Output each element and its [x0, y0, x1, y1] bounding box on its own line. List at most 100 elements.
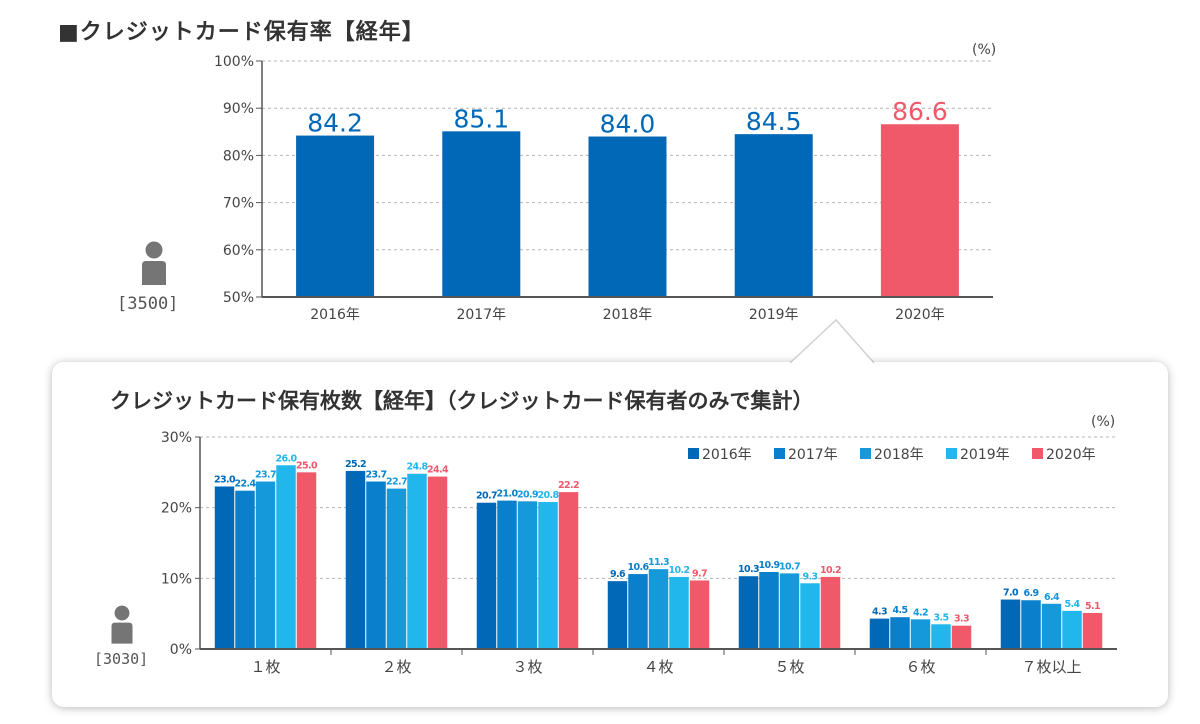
- bar-2019年-３枚: [538, 502, 558, 649]
- x-tick-label: １枚: [250, 658, 280, 676]
- bar-2016年-１枚: [214, 486, 235, 649]
- value-label: 3.3: [954, 614, 969, 625]
- value-label: 10.2: [668, 565, 689, 576]
- value-label: 10.7: [779, 561, 800, 572]
- x-tick-label: 2018年: [603, 307, 653, 323]
- value-label: 10.6: [627, 562, 649, 573]
- value-label: 24.4: [427, 465, 449, 476]
- bar-2018年-４枚: [648, 569, 669, 649]
- y-tick-label: 70%: [223, 196, 254, 212]
- value-label: 5.1: [1085, 601, 1100, 612]
- sample-size-chart1: [3500]: [117, 294, 179, 314]
- value-label: 4.3: [872, 607, 887, 618]
- value-label: 20.8: [537, 490, 559, 501]
- y-tick-label: 60%: [223, 243, 254, 259]
- legend-label: 2020年: [1046, 447, 1096, 463]
- value-label: 25.0: [296, 460, 318, 471]
- bar-2020年-５枚: [820, 576, 841, 649]
- person-icon: [142, 241, 166, 285]
- y-tick-label: 50%: [223, 290, 254, 306]
- value-label: 22.4: [234, 479, 256, 490]
- bar-2017年-３枚: [497, 500, 517, 649]
- x-tick-label: 2016年: [310, 307, 360, 323]
- legend-swatch: [946, 448, 957, 459]
- value-label: 23.7: [365, 470, 386, 481]
- bar-2017年-５枚: [759, 571, 779, 649]
- callout-pointer: [789, 318, 875, 364]
- bar-2019年-６枚: [931, 624, 951, 649]
- bar-2018年-６枚: [910, 619, 931, 649]
- x-tick-label: 2020年: [895, 307, 945, 323]
- bar-2017年-４枚: [628, 574, 648, 649]
- bar-2016年: [296, 135, 375, 297]
- unit-label-chart1: (%): [972, 42, 997, 58]
- x-tick-label: ６枚: [905, 658, 935, 676]
- bar-2019年-１枚: [276, 465, 296, 649]
- value-label: 23.0: [214, 474, 236, 485]
- value-label: 5.4: [1064, 599, 1080, 610]
- bar-2019年-４枚: [669, 576, 689, 649]
- value-label: 9.3: [802, 571, 817, 582]
- bar-2017年: [442, 131, 521, 297]
- bar-2018年: [588, 136, 667, 297]
- legend-label: 2019年: [960, 447, 1010, 463]
- value-label: 10.2: [820, 565, 841, 576]
- bar-2016年-４枚: [607, 581, 628, 649]
- value-label: 10.9: [758, 560, 779, 571]
- bar-2020年-６枚: [951, 625, 972, 649]
- y-tick-label: 0%: [170, 642, 192, 658]
- value-label: 9.7: [692, 568, 707, 579]
- x-tick-label: ２枚: [381, 658, 411, 676]
- value-label: 6.4: [1044, 592, 1060, 603]
- bar-2017年-６枚: [890, 617, 910, 649]
- sample-size-chart2: [3030]: [94, 650, 149, 668]
- bar-2018年-５枚: [779, 573, 800, 649]
- value-label: 20.7: [476, 491, 497, 502]
- value-label: 3.5: [933, 612, 948, 623]
- bar-2020年-７枚以上: [1082, 612, 1103, 649]
- legend-label: 2018年: [874, 447, 924, 463]
- legend-swatch: [1032, 448, 1043, 459]
- bar-2017年-２枚: [366, 481, 386, 649]
- y-tick-label: 100%: [214, 54, 254, 70]
- bar-2016年-３枚: [476, 502, 497, 649]
- bar-2020年-２枚: [427, 476, 448, 649]
- y-tick-label: 10%: [161, 571, 192, 587]
- bar-2019年: [734, 134, 813, 297]
- value-label: 85.1: [453, 104, 509, 133]
- y-tick-label: 90%: [223, 101, 254, 117]
- x-tick-label: 2019年: [749, 307, 799, 323]
- bar-2020年-３枚: [558, 492, 579, 649]
- chart1-title: ■クレジットカード保有率【経年】: [58, 20, 425, 45]
- value-label: 22.2: [558, 480, 579, 491]
- y-tick-label: 30%: [161, 430, 192, 446]
- value-label: 86.6: [892, 97, 948, 126]
- legend-swatch: [860, 448, 871, 459]
- bar-2020年: [880, 124, 959, 297]
- value-label: 21.0: [496, 489, 518, 500]
- bar-2018年-３枚: [517, 501, 538, 649]
- x-tick-label: ３枚: [512, 658, 542, 676]
- value-label: 84.5: [746, 107, 802, 136]
- value-label: 26.0: [275, 453, 297, 464]
- y-tick-label: 20%: [161, 501, 192, 517]
- bar-2017年-７枚以上: [1021, 600, 1041, 649]
- bar-2019年-２枚: [407, 473, 427, 649]
- value-label: 4.5: [892, 605, 907, 616]
- value-label: 6.9: [1023, 588, 1038, 599]
- y-tick-label: 80%: [223, 148, 254, 164]
- value-label: 7.0: [1003, 588, 1019, 599]
- bar-2019年-７枚以上: [1062, 610, 1082, 649]
- bar-2020年-１枚: [296, 472, 317, 649]
- bar-2017年-１枚: [235, 490, 255, 649]
- bar-2020年-４枚: [689, 580, 710, 649]
- person-icon: [111, 605, 133, 644]
- value-label: 11.3: [648, 557, 669, 568]
- bar-2019年-５枚: [800, 583, 820, 649]
- bar-2016年-５枚: [738, 576, 759, 649]
- value-label: 10.3: [738, 564, 759, 575]
- bar-2016年-６枚: [869, 618, 890, 649]
- value-label: 84.0: [600, 110, 656, 139]
- x-tick-label: 2017年: [456, 307, 506, 323]
